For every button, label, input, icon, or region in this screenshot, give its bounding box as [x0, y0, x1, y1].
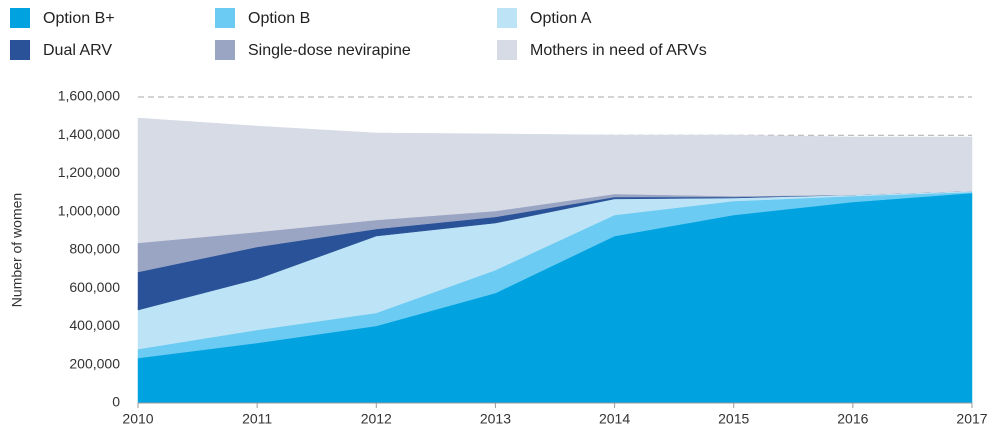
legend-label: Option A — [530, 10, 592, 27]
x-tick-label: 2016 — [837, 411, 868, 427]
legend-label: Option B+ — [43, 10, 115, 27]
legend-swatch — [497, 40, 517, 60]
legend-swatch — [215, 40, 235, 60]
legend-swatch — [10, 40, 30, 60]
y-tick-label: 1,600,000 — [58, 88, 120, 104]
y-tick-label: 1,000,000 — [58, 202, 120, 218]
y-tick-label: 200,000 — [69, 355, 120, 371]
legend-swatch — [497, 8, 517, 28]
legend-label: Mothers in need of ARVs — [530, 42, 707, 59]
x-tick-label: 2013 — [480, 411, 511, 427]
x-tick-label: 2015 — [718, 411, 749, 427]
y-tick-label: 800,000 — [69, 241, 120, 257]
y-tick-label: 400,000 — [69, 317, 120, 333]
x-tick-label: 2014 — [599, 411, 630, 427]
legend-label: Dual ARV — [43, 42, 112, 59]
legend: Option B+ Option B Option A Dual ARV Single-… — [10, 8, 707, 60]
x-tick-label: 2010 — [122, 411, 153, 427]
legend-label: Option B — [248, 10, 310, 27]
x-tick-label: 2017 — [956, 411, 987, 427]
y-tick-label: 600,000 — [69, 279, 120, 295]
y-tick-label: 0 — [112, 394, 120, 410]
area — [137, 117, 973, 244]
legend-label: Single-dose nevirapine — [248, 42, 411, 59]
legend-swatch — [10, 8, 30, 28]
y-axis-label: Number of women — [9, 193, 25, 307]
x-tick-label: 2012 — [361, 411, 392, 427]
legend-swatch — [215, 8, 235, 28]
y-tick-label: 1,400,000 — [58, 126, 120, 142]
x-tick-label: 2011 — [242, 411, 272, 427]
y-tick-label: 1,200,000 — [58, 164, 120, 180]
